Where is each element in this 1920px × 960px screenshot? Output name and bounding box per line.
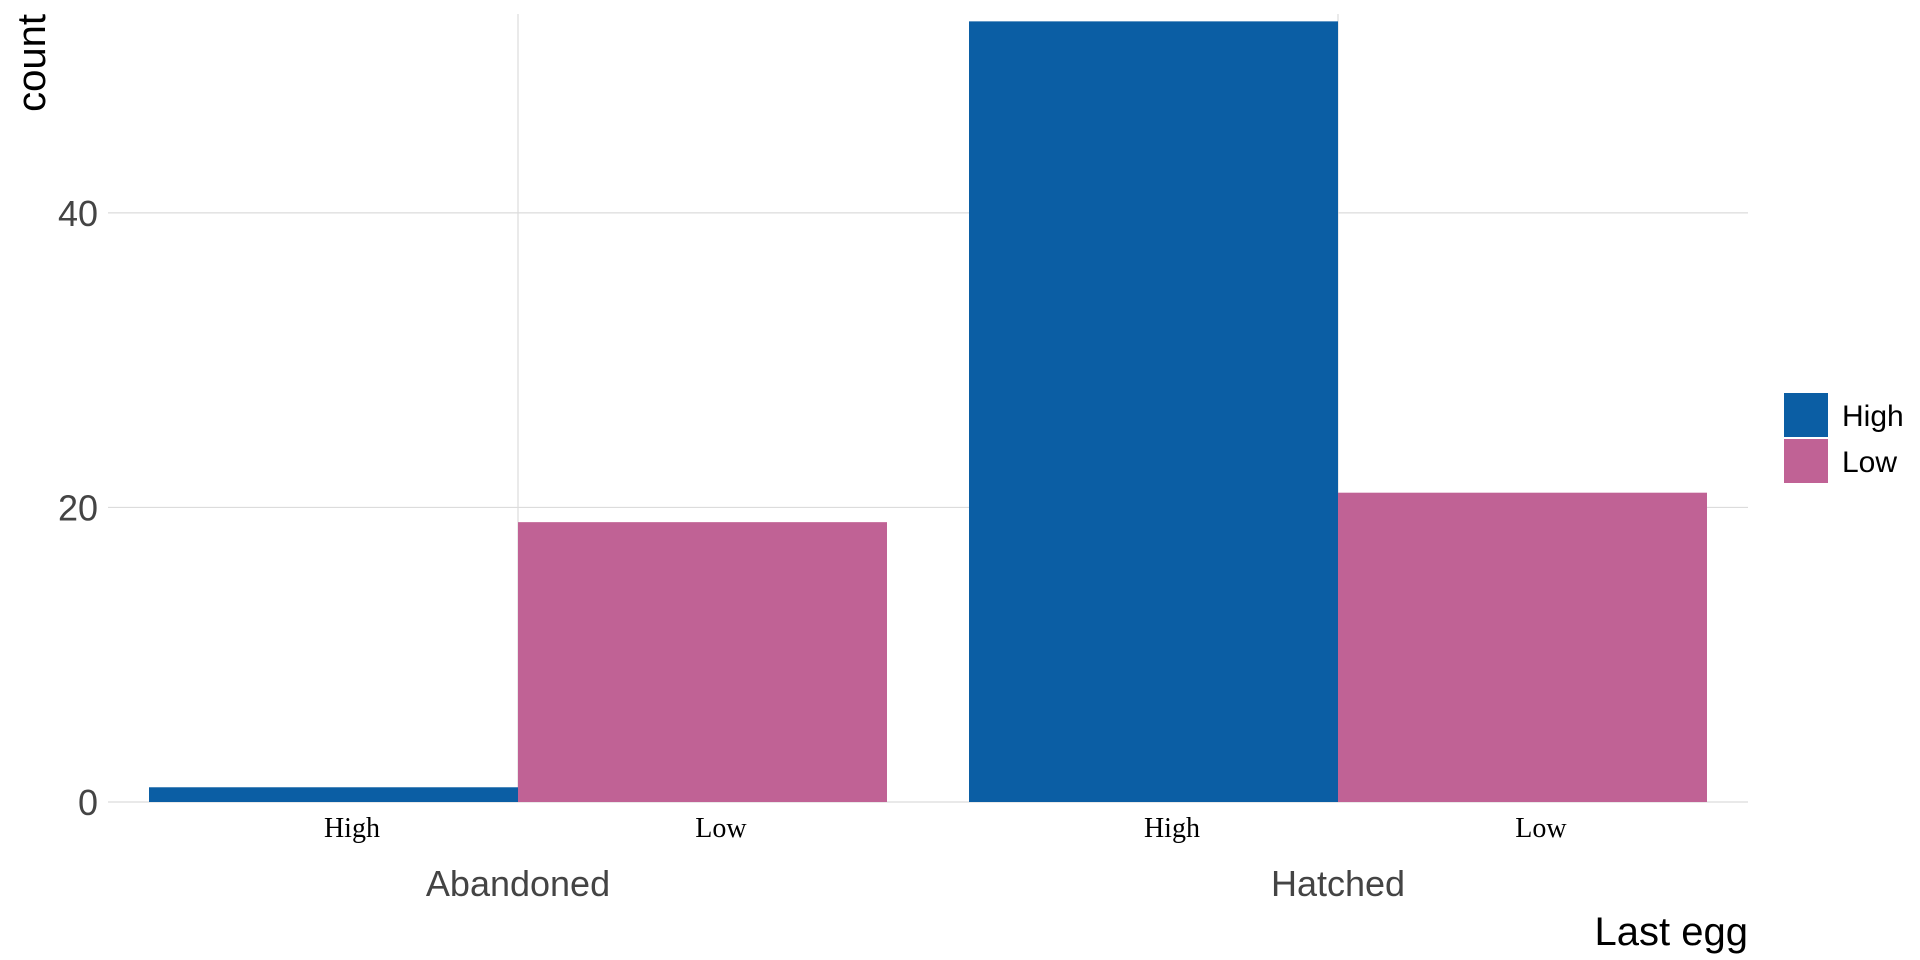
bar-hatched-high xyxy=(969,21,1338,802)
x-subtick-label-abandoned-low: Low xyxy=(695,813,747,844)
legend-label-high: High xyxy=(1842,400,1904,433)
bars xyxy=(149,21,1707,802)
bar-abandoned-high xyxy=(149,787,518,802)
y-tick-label-0: 0 xyxy=(78,782,98,823)
legend-key-high xyxy=(1784,393,1828,437)
x-subtick-label-hatched-low: Low xyxy=(1515,813,1567,844)
y-tick-label-40: 40 xyxy=(58,193,98,234)
legend: High Low xyxy=(1784,393,1904,483)
legend-key-low xyxy=(1784,439,1828,483)
x-axis-title: Last egg xyxy=(1595,910,1748,954)
x-tick-label-hatched: Hatched xyxy=(1271,863,1405,904)
x-tick-label-abandoned: Abandoned xyxy=(426,863,610,904)
legend-label-low: Low xyxy=(1842,446,1897,479)
x-subtick-label-hatched-high: High xyxy=(1144,813,1200,844)
bar-hatched-low xyxy=(1338,492,1707,802)
x-subtick-label-abandoned-high: High xyxy=(324,813,380,844)
y-tick-label-20: 20 xyxy=(58,487,98,528)
axis-labels: 0 20 40 High Low Abandoned High Low Hatched xyxy=(58,193,1567,904)
bar-abandoned-low xyxy=(518,522,887,802)
y-axis-title: count xyxy=(10,14,54,112)
